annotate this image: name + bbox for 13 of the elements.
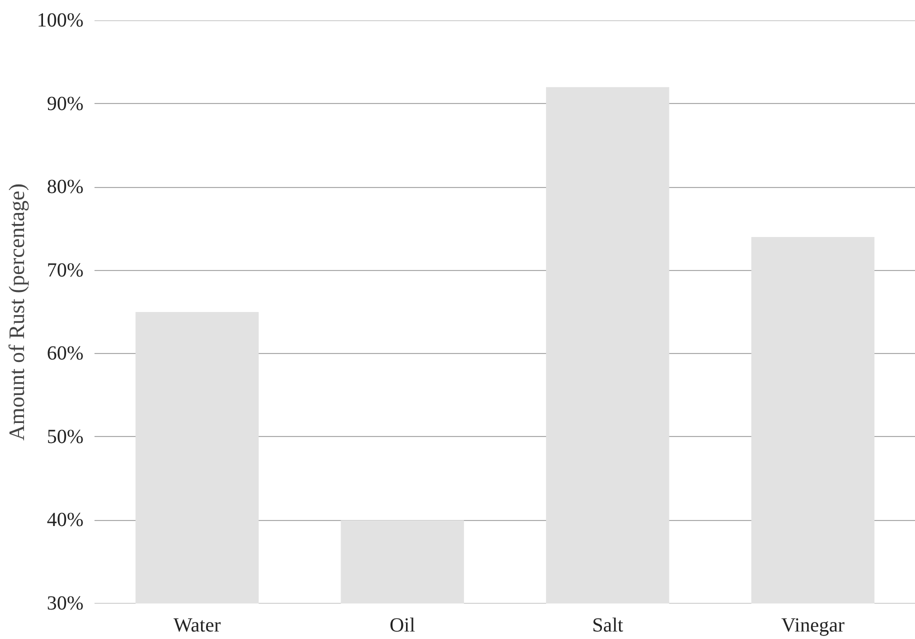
- x-tick-label: Oil: [390, 614, 416, 636]
- y-tick-label: 50%: [46, 426, 84, 448]
- y-tick-label: 60%: [46, 342, 84, 365]
- x-tick-label: Salt: [592, 614, 624, 636]
- y-tick-label: 40%: [46, 509, 84, 532]
- y-tick-label: 100%: [36, 10, 84, 32]
- y-axis-title: Amount of Rust (percentage): [4, 183, 29, 441]
- y-tick-label: 30%: [46, 592, 84, 614]
- y-tick-label: 70%: [46, 259, 84, 282]
- y-tick-label: 90%: [46, 92, 84, 115]
- x-tick-label: Vinegar: [781, 614, 845, 636]
- x-tick-label: Water: [174, 614, 222, 636]
- y-tick-label: 80%: [46, 176, 84, 198]
